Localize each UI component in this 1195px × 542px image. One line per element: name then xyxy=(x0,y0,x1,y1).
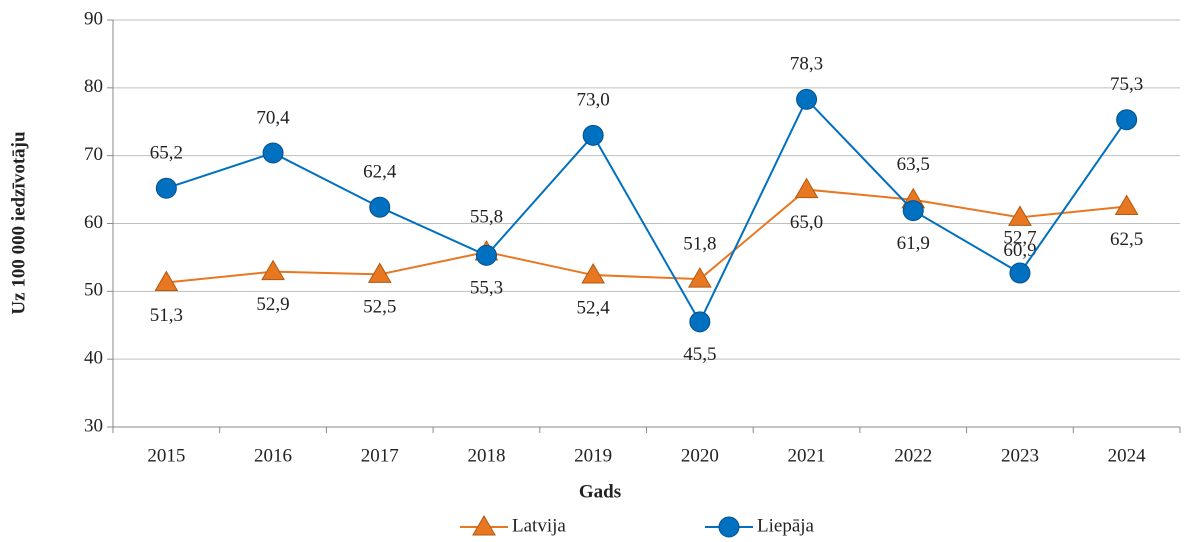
marker xyxy=(154,270,179,292)
data-label: 62,4 xyxy=(363,162,397,183)
marker xyxy=(475,244,497,266)
line xyxy=(166,188,1127,284)
y-tick-label: 40 xyxy=(84,348,103,369)
y-tick-label: 80 xyxy=(84,76,103,97)
marker xyxy=(794,177,819,199)
data-label: 52,4 xyxy=(577,297,611,318)
marker xyxy=(796,88,818,110)
data-label: 51,8 xyxy=(683,233,716,254)
x-axis-title: Gads xyxy=(579,481,621,502)
marker xyxy=(155,177,177,199)
marker xyxy=(687,267,712,288)
marker xyxy=(472,515,496,536)
legend-label: Latvija xyxy=(512,515,566,536)
y-tick-label: 90 xyxy=(84,8,103,29)
x-tick-label: 2018 xyxy=(467,445,505,466)
y-tick-label: 50 xyxy=(84,280,103,301)
marker xyxy=(582,124,604,146)
x-tick-label: 2023 xyxy=(1001,445,1039,466)
data-label: 62,5 xyxy=(1110,229,1143,250)
marker xyxy=(1008,205,1032,226)
data-label: 51,3 xyxy=(150,305,183,326)
y-tick-label: 30 xyxy=(84,415,103,436)
data-label: 65,0 xyxy=(790,212,823,233)
data-label: 65,2 xyxy=(150,143,183,164)
x-tick-label: 2024 xyxy=(1108,445,1147,466)
y-tick-label: 60 xyxy=(84,212,103,233)
marker xyxy=(902,200,924,222)
marker xyxy=(262,142,284,164)
data-label: 52,5 xyxy=(363,297,396,318)
data-label: 45,5 xyxy=(683,344,716,365)
legend-label: Liepāja xyxy=(757,515,815,536)
data-label: 75,3 xyxy=(1110,74,1143,95)
line xyxy=(166,97,1128,325)
data-label: 52,7 xyxy=(1003,227,1036,248)
x-tick-label: 2020 xyxy=(681,445,719,466)
marker xyxy=(261,259,285,281)
marker xyxy=(1009,262,1031,284)
data-label: 55,8 xyxy=(470,206,503,227)
x-tick-label: 2019 xyxy=(574,445,612,466)
x-tick-label: 2016 xyxy=(254,445,292,466)
x-tick-label: 2017 xyxy=(361,445,399,466)
data-label: 55,3 xyxy=(470,278,503,299)
data-label: 70,4 xyxy=(256,107,290,128)
data-label: 73,0 xyxy=(577,90,610,111)
y-tick-label: 70 xyxy=(84,144,103,165)
marker xyxy=(1114,194,1139,216)
x-tick-label: 2022 xyxy=(894,445,932,466)
marker xyxy=(718,516,740,538)
data-label: 63,5 xyxy=(897,154,930,175)
data-label: 52,9 xyxy=(256,294,289,315)
data-label: 61,9 xyxy=(897,233,930,254)
marker xyxy=(367,262,392,283)
x-tick-label: 2015 xyxy=(147,445,185,466)
marker xyxy=(581,263,606,284)
marker xyxy=(689,311,711,333)
x-tick-label: 2021 xyxy=(788,445,826,466)
marker xyxy=(1116,109,1138,131)
marker xyxy=(369,196,391,218)
data-label: 78,3 xyxy=(790,54,823,75)
data-label: 60,9 xyxy=(1003,240,1036,261)
y-axis-title: Uz 100 000 iedzīvotāju xyxy=(8,131,29,315)
